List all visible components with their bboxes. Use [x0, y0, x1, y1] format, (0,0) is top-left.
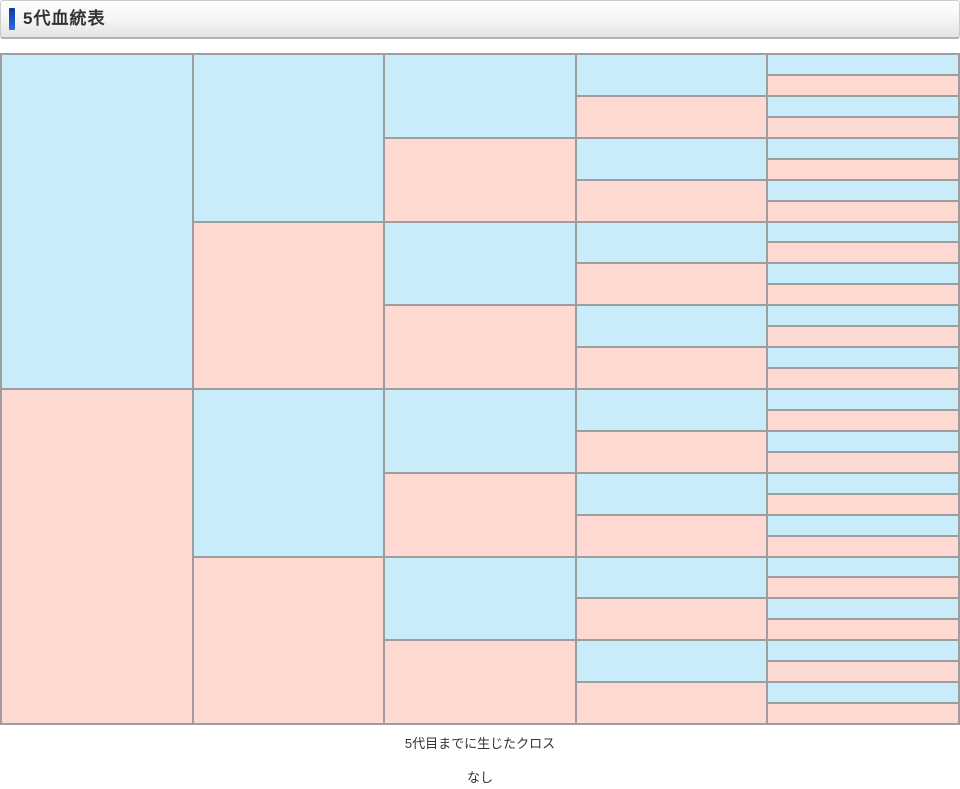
- pedigree-cell-gen4-1: [576, 55, 767, 95]
- pedigree-cell-gen5-19: [768, 431, 958, 451]
- pedigree-cell-gen5-1: [768, 55, 958, 74]
- pedigree-cell-gen4-12: [576, 515, 767, 556]
- pedigree-cell-gen4-2: [576, 96, 767, 137]
- pedigree-cell-gen5-32: [768, 704, 958, 723]
- pedigree-cell-gen5-21: [768, 473, 958, 493]
- pedigree-cell-gen2-3: [193, 390, 384, 556]
- pedigree-cell-gen5-14: [768, 327, 958, 347]
- pedigree-cell-gen4-14: [576, 599, 767, 640]
- pedigree-cell-gen5-8: [768, 201, 958, 221]
- pedigree-cell-gen3-4: [385, 306, 575, 388]
- cross-heading: 5代目までに生じたクロス: [404, 736, 556, 751]
- pedigree-cell-gen4-13: [576, 557, 767, 598]
- pedigree-cell-gen5-13: [768, 306, 958, 326]
- pedigree-table: [0, 53, 960, 725]
- pedigree-cell-gen4-7: [576, 306, 767, 347]
- pedigree-cell-gen5-11: [768, 264, 958, 284]
- title-accent-bar: [9, 8, 15, 30]
- pedigree-cell-gen5-23: [768, 515, 958, 535]
- pedigree-cell-gen5-18: [768, 410, 958, 430]
- pedigree-cell-gen5-5: [768, 138, 958, 158]
- pedigree-cell-gen3-1: [385, 55, 575, 137]
- pedigree-cell-gen5-26: [768, 578, 958, 598]
- pedigree-cell-gen2-2: [193, 222, 384, 388]
- pedigree-cell-gen5-3: [768, 96, 958, 116]
- pedigree-cell-gen5-9: [768, 222, 958, 242]
- pedigree-cell-gen5-20: [768, 452, 958, 472]
- pedigree-cell-gen5-7: [768, 180, 958, 200]
- pedigree-cell-gen4-11: [576, 473, 767, 514]
- pedigree-cell-gen4-15: [576, 641, 767, 682]
- pedigree-cell-gen4-10: [576, 431, 767, 472]
- pedigree-cell-gen5-16: [768, 369, 958, 388]
- pedigree-cell-gen5-2: [768, 75, 958, 95]
- pedigree-cell-gen4-9: [576, 390, 767, 430]
- pedigree-cell-gen5-28: [768, 620, 958, 640]
- pedigree-cell-gen5-12: [768, 285, 958, 305]
- pedigree-cell-gen3-2: [385, 138, 575, 221]
- cross-value: なし: [466, 770, 493, 785]
- pedigree-cell-gen5-31: [768, 683, 958, 703]
- pedigree-cell-gen5-22: [768, 494, 958, 514]
- pedigree-cell-gen5-25: [768, 557, 958, 577]
- pedigree-cell-gen1-1: [2, 55, 192, 388]
- pedigree-cell-gen4-3: [576, 138, 767, 179]
- pedigree-cell-gen4-5: [576, 222, 767, 263]
- pedigree-cell-gen4-4: [576, 180, 767, 221]
- pedigree-cell-gen5-29: [768, 641, 958, 661]
- pedigree-cell-gen1-2: [2, 390, 192, 723]
- pedigree-cell-gen4-6: [576, 264, 767, 305]
- pedigree-cell-gen3-5: [385, 390, 575, 472]
- pedigree-cell-gen2-4: [193, 557, 384, 723]
- pedigree-cell-gen5-15: [768, 348, 958, 368]
- page-header: 5代血統表: [0, 0, 960, 39]
- pedigree-cell-gen3-7: [385, 557, 575, 640]
- pedigree-cell-gen2-1: [193, 55, 384, 221]
- pedigree-cell-gen4-8: [576, 348, 767, 388]
- pedigree-cell-gen3-8: [385, 641, 575, 723]
- page-title: 5代血統表: [23, 8, 106, 28]
- pedigree-cell-gen5-4: [768, 117, 958, 137]
- pedigree-cell-gen5-6: [768, 159, 958, 179]
- pedigree-cell-gen3-3: [385, 222, 575, 305]
- pedigree-cell-gen5-24: [768, 536, 958, 556]
- pedigree-cell-gen5-10: [768, 243, 958, 263]
- pedigree-cell-gen5-30: [768, 662, 958, 682]
- pedigree-cell-gen3-6: [385, 473, 575, 556]
- pedigree-cell-gen5-17: [768, 390, 958, 409]
- pedigree-cell-gen4-16: [576, 683, 767, 723]
- pedigree-cell-gen5-27: [768, 599, 958, 619]
